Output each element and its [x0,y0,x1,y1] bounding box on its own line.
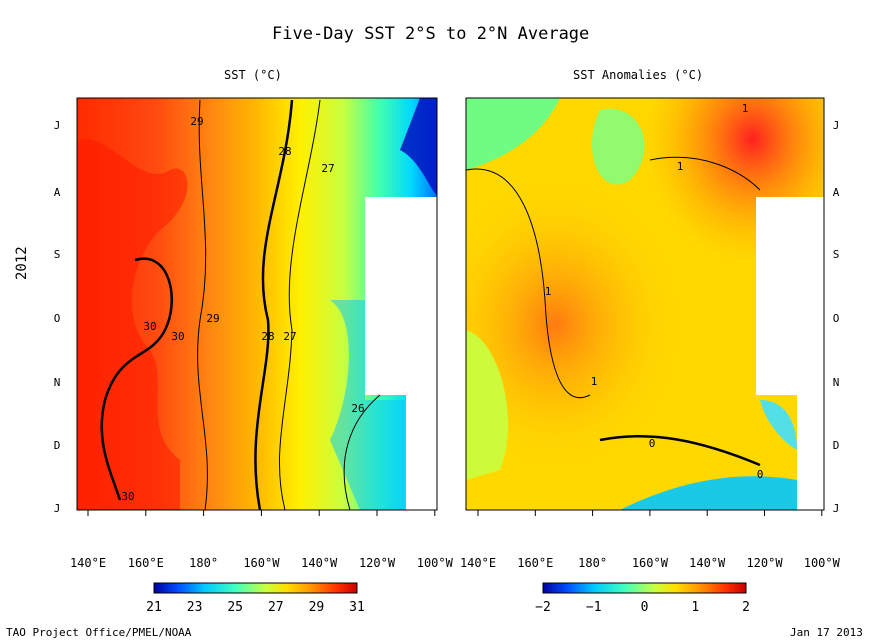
x-tick-label: 140°W [689,556,726,570]
contour-label: 30 [121,490,134,503]
anomaly-panel [465,97,825,511]
x-tick-label: 100°W [804,556,841,570]
anomaly-mask-lower [797,395,824,510]
colorbar-tick-label: 29 [309,600,325,615]
x-tick-label: 140°W [301,556,338,570]
x-tick-label: 160°W [243,556,280,570]
contour-label: 0 [757,468,764,481]
colorbar-tick-label: 1 [691,600,699,615]
anomaly-cool-southeast [620,476,797,510]
anomaly-neutral-west [466,330,508,480]
x-tick-label: 160°W [632,556,669,570]
y-tick-label: A [54,186,61,199]
contour-label: 27 [321,162,334,175]
y-tick-label: O [54,312,61,325]
anomaly-colorbar [542,582,747,594]
colorbar-tick-label: 21 [146,600,162,615]
figure-title: Five-Day SST 2°S to 2°N Average [272,24,590,44]
missing-data-mask-lower [406,395,437,510]
y-tick-label: S [833,248,840,261]
cold-tongue-region [330,300,405,510]
colorbar-tick-label: −2 [535,600,551,615]
y-tick-label: J [54,119,61,132]
anomaly-contour-1b-line [649,156,761,191]
colorbar-tick-label: 31 [349,600,365,615]
anomaly-contour-1-line [465,168,591,399]
contour-label: 29 [206,312,219,325]
x-tick-label: 140°E [70,556,106,570]
sst-colorbar [153,582,358,594]
colorbar-tick-label: 25 [227,600,243,615]
y-tick-label: J [54,502,61,515]
anomaly-contour-0-line [599,434,761,467]
colorbar-tick-label: −1 [586,600,602,615]
contour-label: 29 [190,115,203,128]
sst-panel [76,97,438,511]
anomaly-panel-frame [465,97,825,511]
right-panel-title: SST Anomalies (°C) [573,68,704,82]
x-tick-label: 160°E [517,556,553,570]
sst-panel-frame [76,97,438,511]
y-tick-label: O [833,312,840,325]
contour-label: 0 [649,437,656,450]
y-tick-label: A [833,186,840,199]
contour-label: 1 [742,102,749,115]
contour-label: 1 [591,375,598,388]
colorbar-tick-label: 27 [268,600,284,615]
cold-corner-region [400,98,437,195]
x-tick-label: 180° [189,556,218,570]
left-panel-title: SST (°C) [224,68,282,82]
contour-label: 28 [278,145,291,158]
y-tick-label: D [833,439,840,452]
contour-29-line [197,99,208,511]
contour-30-line [100,257,173,501]
x-tick-label: 140°E [460,556,496,570]
anomaly-cool-north [591,108,645,185]
x-tick-label: 100°W [417,556,454,570]
y-tick-label: N [54,376,61,389]
contour-label: 1 [677,160,684,173]
date-text: Jan 17 2013 [790,626,863,639]
y-tick-label: S [54,248,61,261]
anomaly-cool-nw [466,98,560,170]
y-tick-label: N [833,376,840,389]
x-tick-label: 120°W [359,556,396,570]
contour-label: 30 [143,320,156,333]
contour-27-line [278,99,321,511]
credit-text: TAO Project Office/PMEL/NOAA [6,626,192,639]
y-tick-label: J [833,119,840,132]
x-tick-label: 120°W [746,556,783,570]
y-tick-label: J [833,502,840,515]
colorbar-tick-label: 23 [187,600,203,615]
anomaly-cool-east [760,400,797,450]
x-tick-label: 160°E [128,556,164,570]
x-tick-label: 180° [578,556,607,570]
colorbar-tick-label: 0 [641,600,649,615]
contour-label: 28 [261,330,274,343]
contour-label: 30 [171,330,184,343]
missing-data-mask-upper [365,197,437,395]
warm-pool-region [77,138,188,510]
y-tick-label: D [54,439,61,452]
colorbar-tick-label: 2 [742,600,750,615]
anomaly-mask-upper [756,197,824,395]
contour-label: 1 [545,285,552,298]
contour-28-line [254,99,294,511]
contour-label: 27 [283,330,296,343]
contour-label: 26 [351,402,364,415]
contour-26-line [343,394,381,511]
